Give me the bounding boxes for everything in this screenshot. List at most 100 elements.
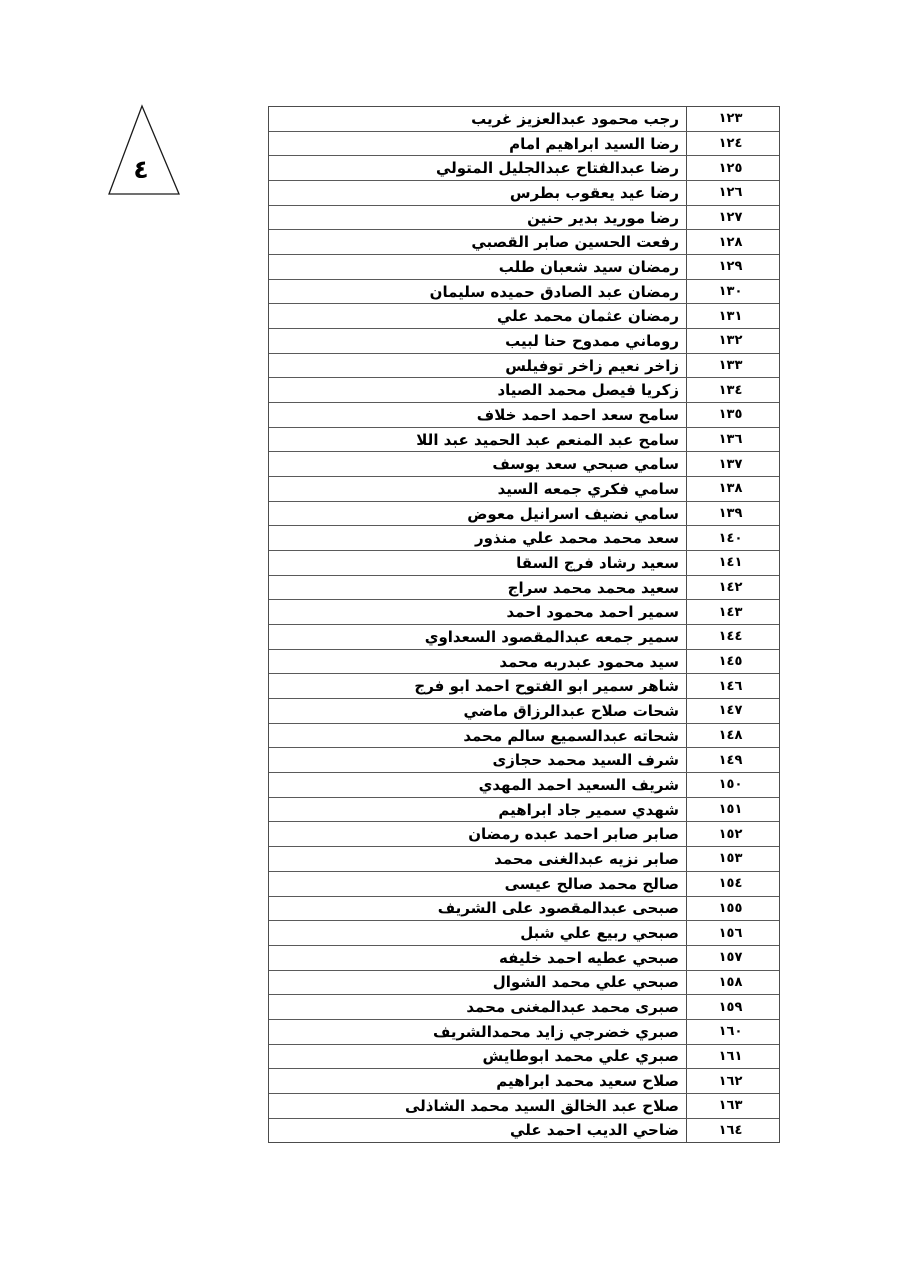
table-row: ١٥٤ صالح محمد صالح عيسى — [269, 871, 779, 897]
row-name: سمير احمد محمود احمد — [506, 603, 679, 622]
row-number: ١٤٤ — [686, 625, 779, 649]
table-row: ١٥٠ شريف السعيد احمد المهدي — [269, 773, 779, 798]
row-name: رضا موريد بدير حنين — [527, 208, 679, 227]
table-row: ١٤٣ سمير احمد محمود احمد — [269, 600, 779, 626]
table-row: ١٤٥ سيد محمود عبدربه محمد — [269, 649, 779, 675]
table-row: ١٣٩ سامي نضيف اسرانيل معوض — [269, 501, 779, 527]
row-name: رضا عيد يعقوب بطرس — [509, 183, 679, 202]
row-name: سامي نضيف اسرانيل معوض — [467, 504, 679, 523]
table-row: ١٤٨ شحاته عبدالسميع سالم محمد — [269, 723, 779, 749]
row-name: صالح محمد صالح عيسى — [504, 874, 679, 893]
row-number: ١٤٧ — [686, 699, 779, 723]
table-row: ١٤٦ شاهر سمير ابو الفتوح احمد ابو فرج — [269, 674, 779, 700]
row-number: ١٢٨ — [686, 230, 779, 255]
triangle-outline — [108, 104, 180, 195]
row-number: ١٦٠ — [686, 1019, 779, 1044]
table-row: ١٥١ شهدي سمير جاد ابراهيم — [269, 797, 779, 823]
row-name: ضاحي الديب احمد علي — [510, 1121, 679, 1140]
row-name: رضا السيد ابراهيم امام — [509, 134, 679, 153]
row-number: ١٣٣ — [686, 353, 779, 378]
table-row: ١٥٩ صبرى محمد عبدالمغنى محمد — [269, 995, 779, 1020]
row-name: رفعت الحسين صابر القصبي — [471, 233, 679, 252]
roster-table: ١٢٣ رجب محمود عبدالعزيز غريب ١٢٤ رضا الس… — [268, 106, 780, 1143]
table-row: ١٤٤ سمير جمعه عبدالمقصود السعداوي — [269, 625, 779, 650]
row-number: ١٢٧ — [686, 205, 779, 230]
table-row: ١٦٤ ضاحي الديب احمد علي — [269, 1118, 779, 1143]
row-name: صبرى محمد عبدالمغنى محمد — [466, 998, 679, 1017]
row-name: شهدي سمير جاد ابراهيم — [498, 800, 679, 819]
row-number: ١٥٨ — [686, 970, 779, 995]
table-row: ١٣٤ زكريا فيصل محمد الصياد — [269, 378, 779, 404]
row-name: روماني ممدوح حنا لبيب — [505, 331, 679, 350]
table-row: ١٢٧ رضا موريد بدير حنين — [269, 205, 779, 231]
row-name: شحاته عبدالسميع سالم محمد — [463, 726, 679, 745]
row-number: ١٣١ — [686, 304, 779, 329]
table-row: ١٣٧ سامي صبحي سعد يوسف — [269, 452, 779, 478]
row-name: سعيد محمد محمد سراج — [507, 578, 679, 597]
row-name: شاهر سمير ابو الفتوح احمد ابو فرج — [414, 677, 679, 696]
table-row: ١٥٢ صابر صابر احمد عبده رمضان — [269, 822, 779, 848]
table-row: ١٤٩ شرف السيد محمد حجازى — [269, 748, 779, 774]
row-number: ١٤٢ — [686, 575, 779, 600]
table-row: ١٣٣ زاخر نعيم زاخر توفيلس — [269, 353, 779, 379]
row-name: زكريا فيصل محمد الصياد — [497, 381, 679, 400]
row-number: ١٢٦ — [686, 181, 779, 205]
table-row: ١٥٨ صبحي علي محمد الشوال — [269, 970, 779, 996]
row-name: رجب محمود عبدالعزيز غريب — [471, 109, 679, 128]
table-row: ١٣٨ سامي فكري جمعه السيد — [269, 477, 779, 502]
row-number: ١٤٨ — [686, 723, 779, 748]
table-row: ١٢٦ رضا عيد يعقوب بطرس — [269, 181, 779, 206]
table-row: ١٦٣ صلاح عبد الخالق السيد محمد الشاذلى — [269, 1093, 779, 1119]
row-name: سيد محمود عبدربه محمد — [499, 652, 679, 671]
row-name: سامي فكري جمعه السيد — [497, 479, 679, 498]
table-row: ١٢٩ رمضان سيد شعبان طلب — [269, 255, 779, 280]
row-name: رمضان عثمان محمد علي — [496, 307, 679, 326]
table-row: ١٥٧ صبحي عطيه احمد خليفه — [269, 945, 779, 971]
row-number: ١٢٣ — [686, 107, 779, 131]
row-name: سعد محمد محمد علي منذور — [475, 529, 679, 548]
row-number: ١٥٩ — [686, 995, 779, 1019]
page-number: ٤ — [133, 155, 148, 184]
table-row: ١٣٢ روماني ممدوح حنا لبيب — [269, 329, 779, 354]
row-number: ١٣٩ — [686, 501, 779, 526]
table-row: ١٤١ سعيد رشاد فرج السقا — [269, 551, 779, 576]
row-name: رمضان عبد الصادق حميده سليمان — [429, 282, 679, 301]
row-name: سامح عبد المنعم عبد الحميد عبد اللا — [416, 430, 679, 449]
table-row: ١٦٢ صلاح سعيد محمد ابراهيم — [269, 1069, 779, 1094]
table-row: ١٢٨ رفعت الحسين صابر القصبي — [269, 230, 779, 256]
row-number: ١٥٦ — [686, 921, 779, 945]
table-row: ١٣١ رمضان عثمان محمد علي — [269, 304, 779, 330]
row-name: صلاح عبد الخالق السيد محمد الشاذلى — [404, 1096, 679, 1115]
row-number: ١٣٢ — [686, 329, 779, 353]
row-number: ١٤٦ — [686, 674, 779, 699]
row-name: سمير جمعه عبدالمقصود السعداوي — [424, 627, 679, 646]
row-name: صبحى عبدالمقصود على الشريف — [437, 899, 679, 918]
table-row: ١٤٢ سعيد محمد محمد سراج — [269, 575, 779, 601]
table-row: ١٦١ صبري علي محمد ابوطايش — [269, 1044, 779, 1070]
row-number: ١٥٤ — [686, 871, 779, 896]
row-name: رضا عبدالفتاح عبدالجليل المتولي — [435, 159, 679, 178]
row-number: ١٥١ — [686, 797, 779, 822]
row-name: شرف السيد محمد حجازى — [492, 751, 679, 770]
row-name: رمضان سيد شعبان طلب — [498, 257, 679, 276]
row-number: ١٥٧ — [686, 945, 779, 970]
table-row: ١٤٧ شحات صلاح عبدالرزاق ماضي — [269, 699, 779, 724]
row-number: ١٤٥ — [686, 649, 779, 674]
table-row: ١٥٥ صبحى عبدالمقصود على الشريف — [269, 896, 779, 922]
row-number: ١٤٩ — [686, 748, 779, 773]
row-name: شريف السعيد احمد المهدي — [478, 775, 679, 794]
row-name: صابر صابر احمد عبده رمضان — [468, 825, 679, 844]
table-row: ١٥٦ صبحي ربيع علي شبل — [269, 921, 779, 946]
row-number: ١٣٤ — [686, 378, 779, 403]
row-name: صبحي ربيع علي شبل — [520, 924, 679, 942]
row-number: ١٣٥ — [686, 403, 779, 427]
row-number: ١٢٩ — [686, 255, 779, 279]
row-name: صبري خضرجي زايد محمدالشريف — [432, 1022, 679, 1041]
row-number: ١٦٤ — [686, 1118, 779, 1143]
row-number: ١٣٨ — [686, 477, 779, 501]
page-number-triangle: ٤ — [108, 104, 180, 195]
row-name: شحات صلاح عبدالرزاق ماضي — [463, 701, 679, 720]
row-name: سامي صبحي سعد يوسف — [492, 455, 679, 474]
row-name: صابر نزيه عبدالغنى محمد — [494, 849, 679, 868]
table-row: ١٢٣ رجب محمود عبدالعزيز غريب — [269, 107, 779, 132]
